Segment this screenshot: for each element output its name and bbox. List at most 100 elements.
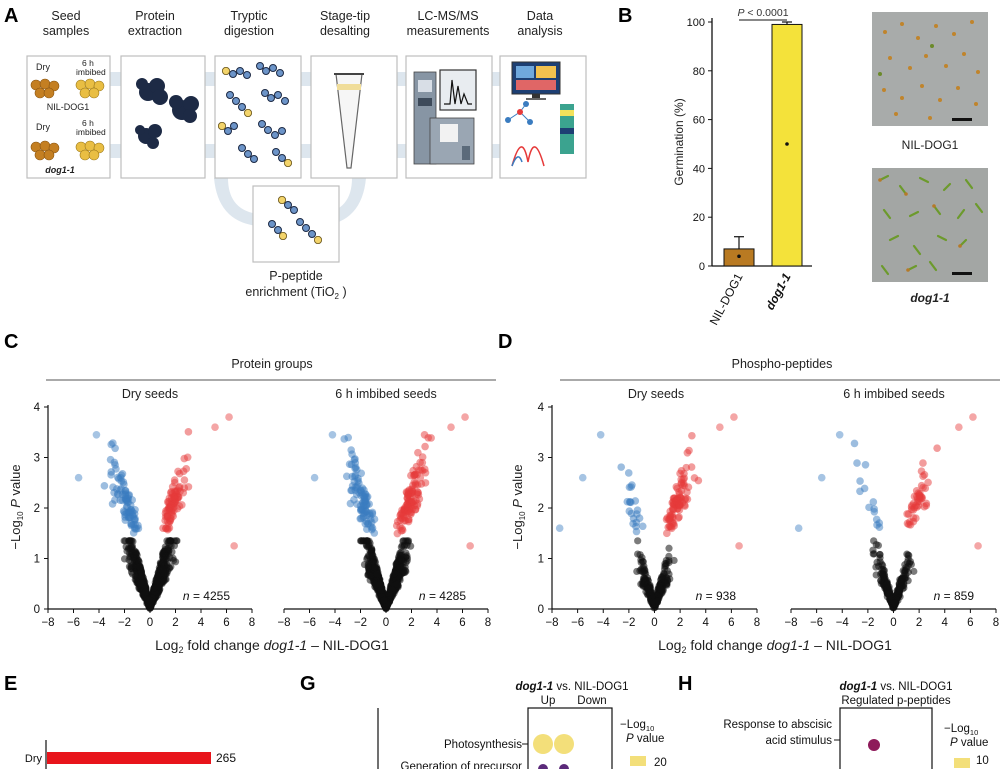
volcano-point-up [405,486,414,494]
volcano-xlabel-c: Log2 fold change dog1-1 – NIL-DOG1 [155,637,389,655]
volcano-xtick-label: −2 [354,617,367,629]
panel-g-legend-title-2: P value [626,733,664,745]
panel-label-d: D [498,331,512,353]
volcano-n-d2: n = 859 [934,589,975,603]
mass-spectrometer-icon [413,69,477,165]
volcano-point-ns [665,544,673,552]
volcano-point-ns [150,584,158,592]
panel-label-b: B [618,5,632,27]
volcano-point-ns [125,537,133,545]
volcano-xtick-label: 0 [147,617,153,629]
volcano-point-ns [878,565,886,573]
volcano-point-up [694,476,703,485]
volcano-ytick-label: 2 [538,503,544,515]
volcano-point-up [174,467,182,476]
volcano-xlabel-d: Log2 fold change dog1-1 – NIL-DOG1 [658,637,892,655]
volcano-subtitle-d1: Dry seeds [628,387,684,401]
panel-g-legend-title: −Log10 [620,719,654,733]
seed-pile-dry-dog1 [30,140,60,161]
volcano-point-down [869,498,878,506]
volcano-point-down [627,509,636,518]
volcano-xtick-label: −2 [622,617,635,629]
volcano-point-ns [883,590,891,598]
volcano-point-ns [152,577,161,585]
volcano-point-down [624,469,633,477]
volcano-point-ns [661,578,669,587]
volcano-point-up [413,481,422,489]
volcano-xtick-label: 6 [459,617,465,629]
volcano-point-ns [364,563,372,571]
volcano-point-down [346,499,355,508]
volcano-xtick-label: 2 [677,617,683,629]
volcano-point-up [175,482,184,491]
volcano-point-ns [634,537,642,545]
volcano-ytick-label: 4 [34,402,41,414]
volcano-point-up [163,512,172,520]
volcano-point-up [230,542,238,550]
volcano-point-down [362,501,371,509]
data-analysis-icon [505,61,574,167]
volcano-point-ns [142,588,150,596]
seed-photo-nil [872,12,988,126]
germination-ytick-label: 0 [699,261,705,273]
enriched-phospho-icon [277,195,322,244]
volcano-xtick-label: 4 [198,617,205,629]
genotype-label-nil: NIL-DOG1 [47,102,90,112]
volcano-point-ns [869,546,877,554]
panel-h-row-1a: Response to abscisic [723,719,832,731]
volcano-point-down [74,473,83,482]
volcano-xtick-label: 2 [916,617,922,629]
volcano-point-down [873,521,881,529]
step-title-1a: Seed [51,9,80,23]
germination-ytick-label: 80 [693,66,705,78]
panel-h-legend-value: 10 [976,755,989,767]
volcano-point-up [180,476,189,484]
volcano-point-ns [128,542,136,550]
panel-g-dot-down-2 [559,764,569,769]
volcano-point-ns [377,586,386,594]
step-title-2a: Protein [135,9,175,23]
volcano-point-ns [400,537,408,545]
volcano-point-up [167,501,175,510]
volcano-point-down [351,455,359,463]
volcano-point-up [735,542,743,550]
volcano-point-down [617,463,626,471]
volcano-xtick-label: −6 [67,617,80,629]
seed-samples: Dry 6 h imbibed NIL-DOG1 Dry 6 h imbibed… [30,58,106,175]
volcano-point-ns [373,570,381,578]
step-title-4a: Stage-tip [320,9,370,23]
volcano-point-ns [883,580,891,588]
panel-e-bar-dry [47,752,211,764]
volcano-ytick-label: 2 [34,503,40,515]
volcano-point-down [358,484,367,492]
volcano-point-up [907,505,916,514]
volcano-point-ns [910,567,918,575]
volcano-xtick-label: −6 [571,617,584,629]
volcano-point-up [675,500,683,509]
seed-label-imb-1a: 6 h [82,58,94,68]
panel-g-row-2: Generation of precursor [401,761,523,769]
volcano-point-down [344,433,353,442]
volcano-point-up [683,495,692,503]
volcano-point-up [921,484,930,493]
panel-e-value: 265 [216,751,236,765]
volcano-point-up [211,423,219,432]
volcano-point-up [716,423,724,432]
volcano-point-up [179,467,188,476]
volcano-point-ns [907,560,915,569]
volcano-point-down [850,439,859,448]
panel-g-dot-up-2 [538,764,548,769]
volcano-ytick-label: 1 [34,554,40,566]
volcano-xtick-label: 8 [249,617,255,629]
volcano-xtick-label: −8 [784,617,797,629]
volcano-xtick-label: 6 [967,617,973,629]
volcano-point-up [163,525,172,534]
volcano-point-down [106,455,115,464]
step-box-digestion [214,55,302,179]
volcano-point-ns [393,580,401,588]
panel-label-e: E [4,673,17,695]
volcano-point-down [131,505,139,514]
genotype-label-dog1: dog1-1 [45,165,75,175]
volcano-point-down [310,473,319,482]
